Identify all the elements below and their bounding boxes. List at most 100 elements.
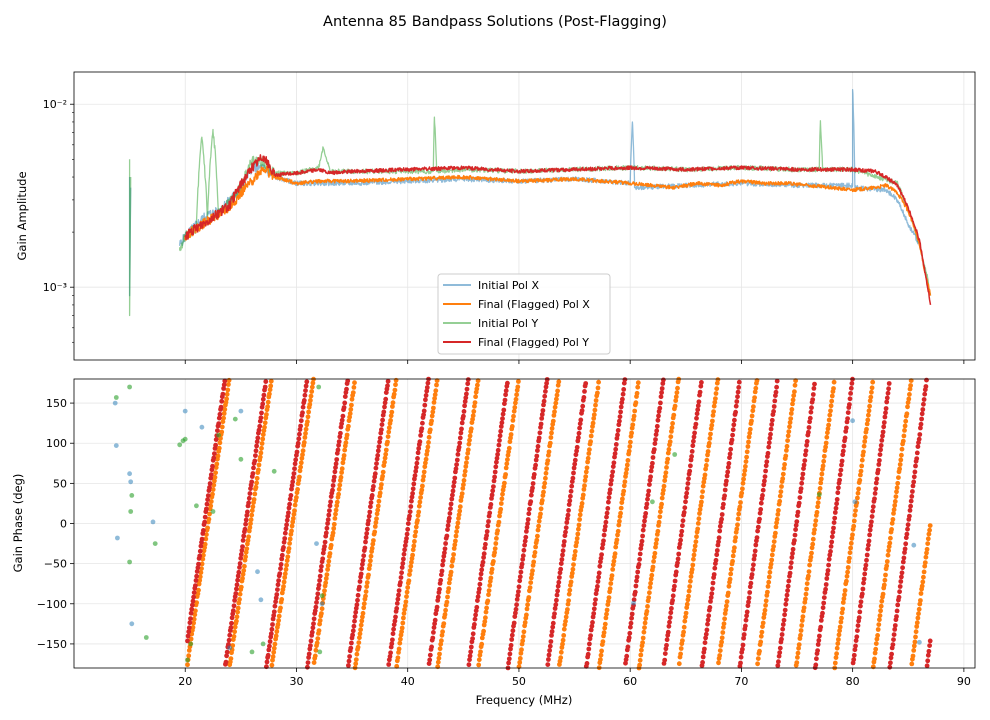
- phase-point: [593, 398, 599, 403]
- phase-point: [914, 624, 920, 629]
- phase-point: [528, 575, 534, 581]
- phase-point: [284, 558, 290, 563]
- phase-point: [530, 568, 535, 574]
- phase-point: [664, 637, 670, 643]
- phase-point: [922, 391, 928, 397]
- phase-point: [208, 499, 214, 504]
- phase-point: [694, 411, 700, 417]
- phase-point: [583, 381, 589, 386]
- phase-point: [561, 633, 567, 638]
- phase-point: [628, 624, 633, 630]
- phase-point: [474, 386, 480, 392]
- phase-point: [333, 507, 339, 513]
- phase-point: [607, 487, 613, 493]
- phase-point: [352, 618, 357, 624]
- phase-point: [723, 607, 729, 613]
- phase-point: [752, 548, 758, 554]
- phase-point: [363, 593, 368, 599]
- phase-point: [292, 508, 297, 514]
- phase-point: [250, 504, 256, 510]
- phase-point: [294, 495, 299, 500]
- phase-point: [760, 487, 766, 493]
- phase-point: [197, 578, 203, 583]
- phase-point: [926, 648, 932, 654]
- phase-point: [323, 530, 329, 536]
- phase-point: [891, 507, 897, 513]
- phase-point: [911, 542, 917, 548]
- phase-point: [790, 401, 795, 407]
- phase-point: [496, 519, 502, 525]
- phase-point: [511, 620, 517, 626]
- phase-point: [478, 649, 483, 655]
- phase-point: [366, 518, 371, 524]
- phase-point: [598, 652, 604, 658]
- phase-point: [414, 460, 420, 466]
- phase-point: [886, 381, 892, 386]
- phase-point: [269, 626, 275, 632]
- phase-point: [311, 616, 317, 622]
- phase-point: [747, 430, 753, 436]
- phase-point: [503, 465, 509, 471]
- phase-point: [787, 424, 792, 430]
- phase-point: [276, 578, 281, 583]
- phase-point: [339, 466, 345, 472]
- phase-point: [578, 417, 584, 423]
- phase-point: [675, 560, 680, 566]
- phase-point: [328, 542, 334, 548]
- phase-point: [588, 439, 593, 444]
- phase-point: [832, 660, 838, 666]
- phase-point: [826, 562, 831, 568]
- phase-point: [210, 509, 216, 514]
- phase-point: [572, 553, 578, 558]
- phase-point: [568, 493, 573, 499]
- phase-point: [695, 521, 701, 526]
- phase-point: [539, 416, 545, 421]
- phase-point: [393, 382, 398, 388]
- phase-point: [245, 509, 250, 515]
- phase-point: [916, 611, 921, 617]
- phase-point: [705, 449, 711, 454]
- phase-point: [240, 571, 246, 577]
- phase-point: [560, 641, 565, 647]
- phase-point: [771, 409, 776, 414]
- phase-point: [249, 479, 255, 485]
- phase-point: [854, 634, 860, 640]
- phase-point: [596, 379, 601, 385]
- phase-point: [282, 530, 288, 536]
- phase-point: [722, 487, 728, 493]
- phase-point: [804, 581, 810, 586]
- phase-point: [494, 459, 499, 465]
- phase-point: [243, 554, 249, 560]
- phase-point: [190, 625, 196, 630]
- phase-point: [725, 590, 731, 596]
- phase-point: [901, 555, 907, 561]
- phase-point: [800, 471, 806, 477]
- phase-point: [494, 455, 500, 461]
- phase-point: [204, 501, 210, 507]
- phase-point: [643, 511, 649, 516]
- phase-point: [461, 413, 466, 419]
- phase-point: [849, 381, 855, 386]
- phase-point: [310, 380, 316, 386]
- phase-point: [497, 433, 503, 439]
- phase-point: [774, 384, 779, 390]
- phase-point: [336, 486, 342, 492]
- phase-point: [780, 476, 786, 482]
- phase-point: [319, 601, 325, 607]
- phase-point: [287, 501, 292, 507]
- phase-point: [468, 426, 474, 432]
- phase-point: [867, 403, 872, 409]
- phase-point: [219, 424, 225, 430]
- phase-point: [588, 633, 593, 638]
- phase-point: [647, 590, 652, 596]
- phase-point: [196, 581, 202, 587]
- phase-point: [305, 414, 311, 420]
- phase-point: [186, 653, 192, 659]
- phase-point: [759, 629, 765, 635]
- phase-point: [284, 517, 290, 523]
- phase-point: [344, 386, 349, 392]
- phase-point: [558, 566, 564, 572]
- phase-point: [269, 662, 275, 668]
- phase-point: [892, 499, 898, 504]
